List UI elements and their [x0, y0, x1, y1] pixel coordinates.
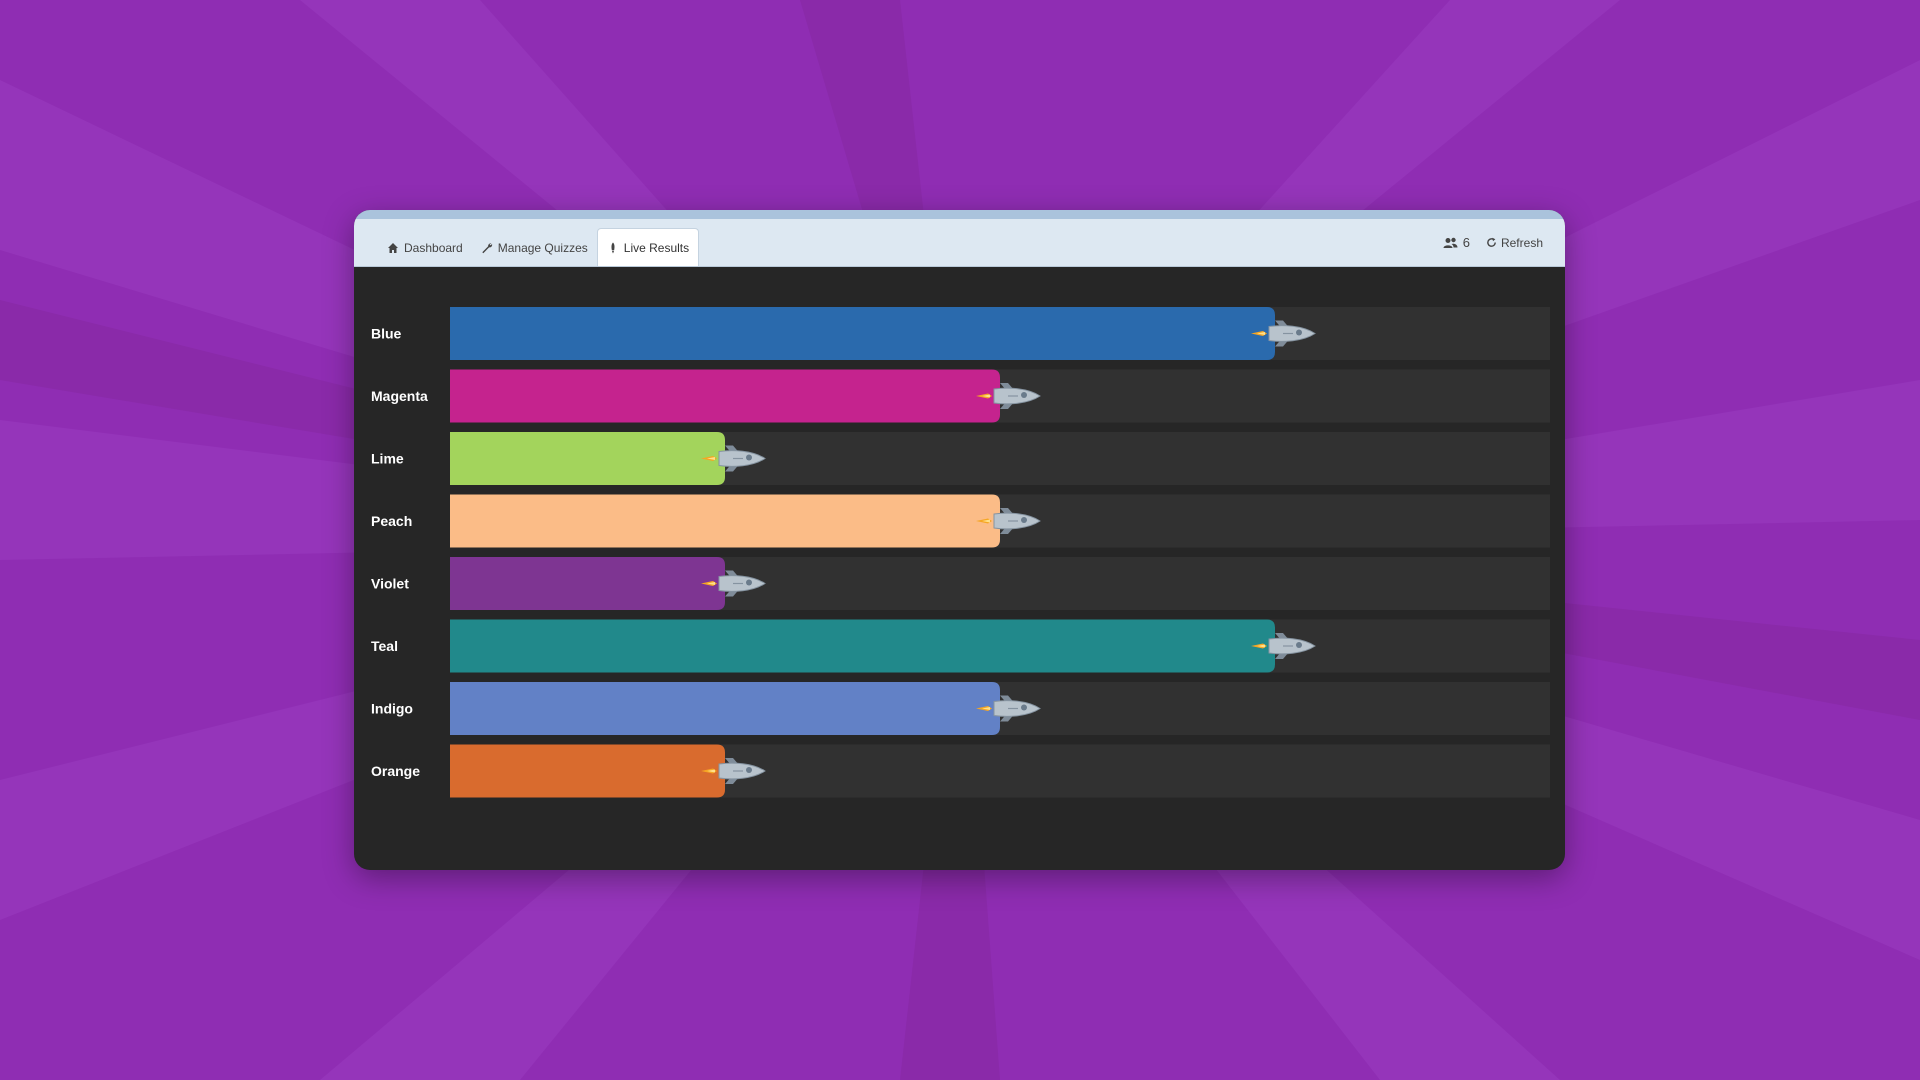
rocket-icon: [1251, 320, 1316, 347]
bar-fill: [450, 619, 1275, 673]
refresh-button[interactable]: Refresh: [1486, 236, 1543, 250]
rocket-icon: [976, 695, 1041, 722]
tab-manage-quizzes-label: Manage Quizzes: [497, 240, 588, 255]
bar-label: Blue: [371, 326, 402, 342]
bar-label: Lime: [371, 451, 404, 467]
bar-row-lime: Lime: [371, 432, 1550, 485]
bar-fill: [450, 369, 1000, 423]
bar-row-blue: Blue: [371, 307, 1550, 360]
rocket-icon: [701, 445, 766, 472]
bar-fill: [450, 557, 725, 610]
bar-label: Peach: [371, 513, 412, 529]
tab-dashboard[interactable]: Dashboard: [378, 229, 472, 266]
rocket-icon: [1251, 633, 1316, 659]
tab-live-results[interactable]: Live Results: [596, 228, 700, 266]
refresh-icon: [1487, 237, 1496, 247]
bar-label: Teal: [371, 638, 398, 654]
tab-live-results-label: Live Results: [623, 240, 690, 255]
bar-fill: [450, 682, 1000, 735]
rocket-icon: [701, 758, 766, 784]
bar-row-teal: Teal: [371, 619, 1550, 673]
users-count-value: 6: [1462, 235, 1470, 250]
nav-right-group: 6 Refresh: [1443, 219, 1543, 266]
bar-label: Indigo: [371, 701, 413, 717]
bar-row-violet: Violet: [371, 557, 1550, 610]
bar-fill: [450, 744, 725, 798]
rocket-icon: [611, 242, 615, 253]
refresh-label: Refresh: [1500, 235, 1543, 250]
bar-fill: [450, 307, 1275, 360]
bar-row-orange: Orange: [371, 744, 1550, 798]
live-results-chart: Blue Magenta Lime Peach Violet Teal Indigo Oran…: [354, 267, 1565, 870]
nav-tabs: Dashboard Manage Quizzes Live Results: [378, 219, 700, 266]
window-top-strip: [354, 210, 1565, 219]
home-icon: [388, 242, 398, 253]
connected-users: 6: [1443, 235, 1470, 250]
results-bar-chart: Blue Magenta Lime Peach Violet Teal Indigo Oran…: [371, 307, 1550, 798]
rocket-icon: [976, 383, 1041, 409]
bar-row-indigo: Indigo: [371, 682, 1550, 735]
tab-dashboard-label: Dashboard: [404, 240, 463, 255]
bar-fill: [450, 494, 1000, 548]
wrench-icon: [482, 242, 492, 253]
bar-label: Orange: [371, 763, 420, 779]
bar-fill: [450, 432, 725, 485]
bar-label: Violet: [371, 576, 409, 592]
tab-manage-quizzes[interactable]: Manage Quizzes: [472, 229, 597, 266]
top-navbar: Dashboard Manage Quizzes Live Results 6 …: [354, 219, 1565, 267]
bar-row-peach: Peach: [371, 494, 1550, 548]
bar-row-magenta: Magenta: [371, 369, 1550, 423]
app-window: Dashboard Manage Quizzes Live Results 6 …: [354, 210, 1565, 870]
rocket-icon: [976, 508, 1041, 534]
rocket-icon: [701, 570, 766, 597]
users-icon: [1443, 237, 1458, 248]
bar-label: Magenta: [371, 388, 428, 404]
